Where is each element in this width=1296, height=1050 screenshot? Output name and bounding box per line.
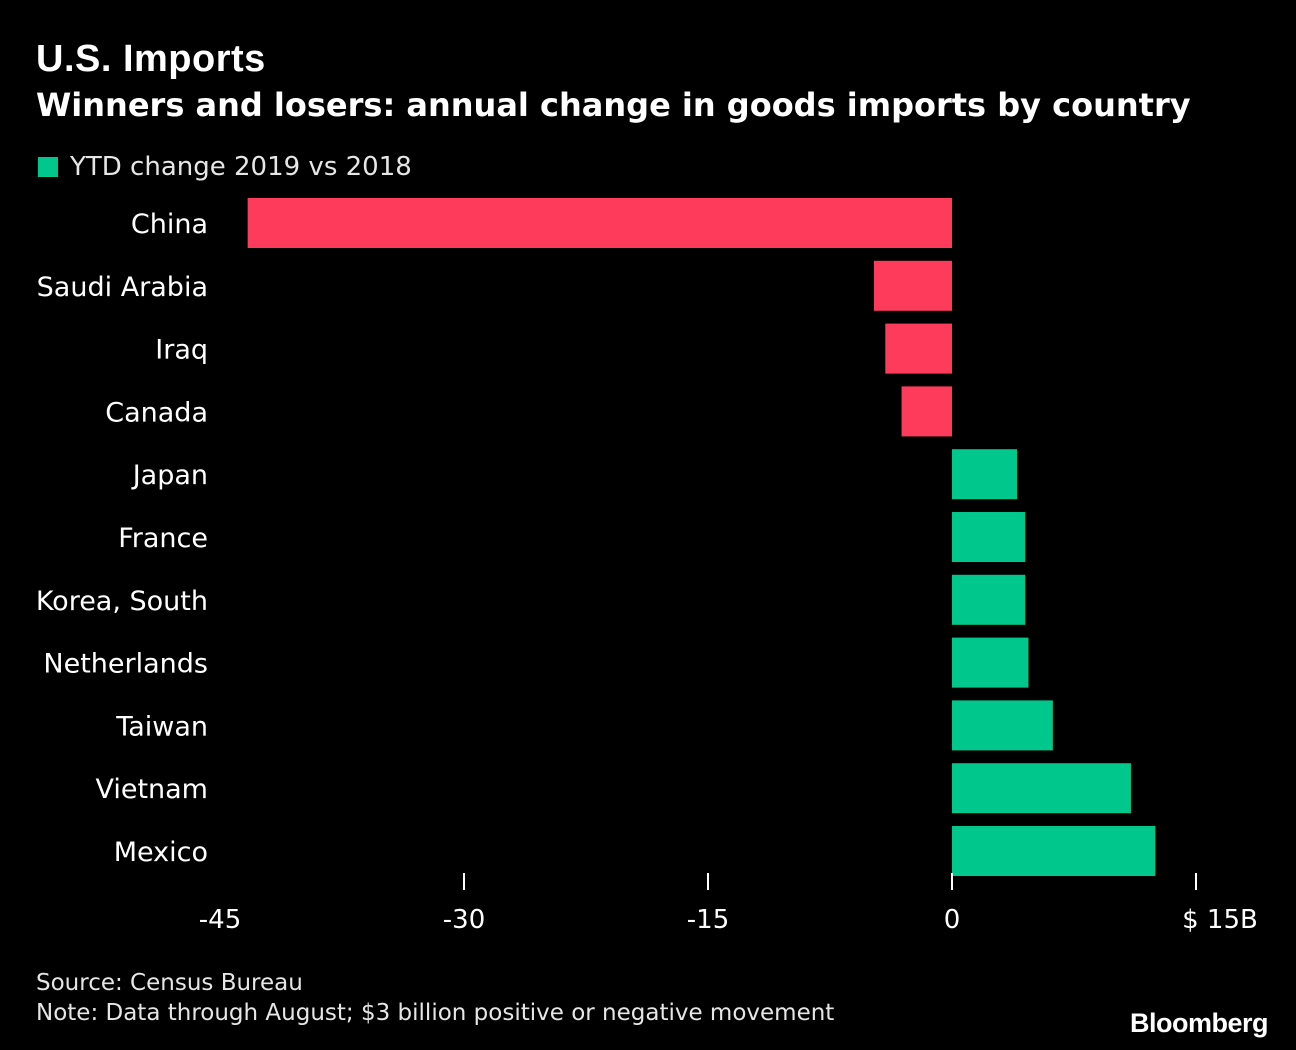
category-label: Netherlands [43,649,208,680]
data-note: Note: Data through August; $3 billion po… [36,1000,835,1026]
category-label: Korea, South [36,586,208,617]
bar-france [952,512,1026,562]
legend: YTD change 2019 vs 2018 [38,152,412,182]
source-note: Source: Census Bureau [36,970,303,996]
bar-mexico [952,826,1156,876]
bar-netherlands [952,637,1029,688]
category-label: Mexico [114,837,208,868]
footer: Source: Census Bureau Note: Data through… [36,968,834,1028]
category-label: Taiwan [115,711,208,742]
legend-label: YTD change 2019 vs 2018 [70,152,412,182]
chart-subtitle: Winners and losers: annual change in goo… [36,86,1191,124]
x-tick-label: $ 15B [1182,905,1258,935]
x-tick-label: -15 [687,905,729,935]
chart-title: U.S. Imports [36,38,266,80]
bar-chart: China Saudi Arabia Iraq Canada Japan France Ko… [36,198,1258,935]
category-label: Saudi Arabia [37,272,208,303]
x-tick-label: 0 [944,905,961,935]
x-tick-label: -45 [199,905,241,935]
category-label: Vietnam [95,774,208,805]
category-label: Iraq [155,335,208,366]
bar-canada [901,386,952,437]
bar-vietnam [952,763,1131,814]
bar-saudi-arabia [873,260,952,311]
category-label: Japan [131,460,208,491]
bar-taiwan [952,700,1053,751]
bar-korea-south [952,574,1026,625]
bloomberg-logo: Bloomberg [1129,1008,1269,1038]
bar-japan [952,449,1018,500]
bar-iraq [885,323,952,374]
x-tick-label: -30 [443,905,485,935]
category-label: Canada [105,397,208,428]
category-label: China [131,209,208,240]
legend-swatch [38,157,58,177]
bar-china [247,198,953,248]
category-label: France [118,523,208,554]
